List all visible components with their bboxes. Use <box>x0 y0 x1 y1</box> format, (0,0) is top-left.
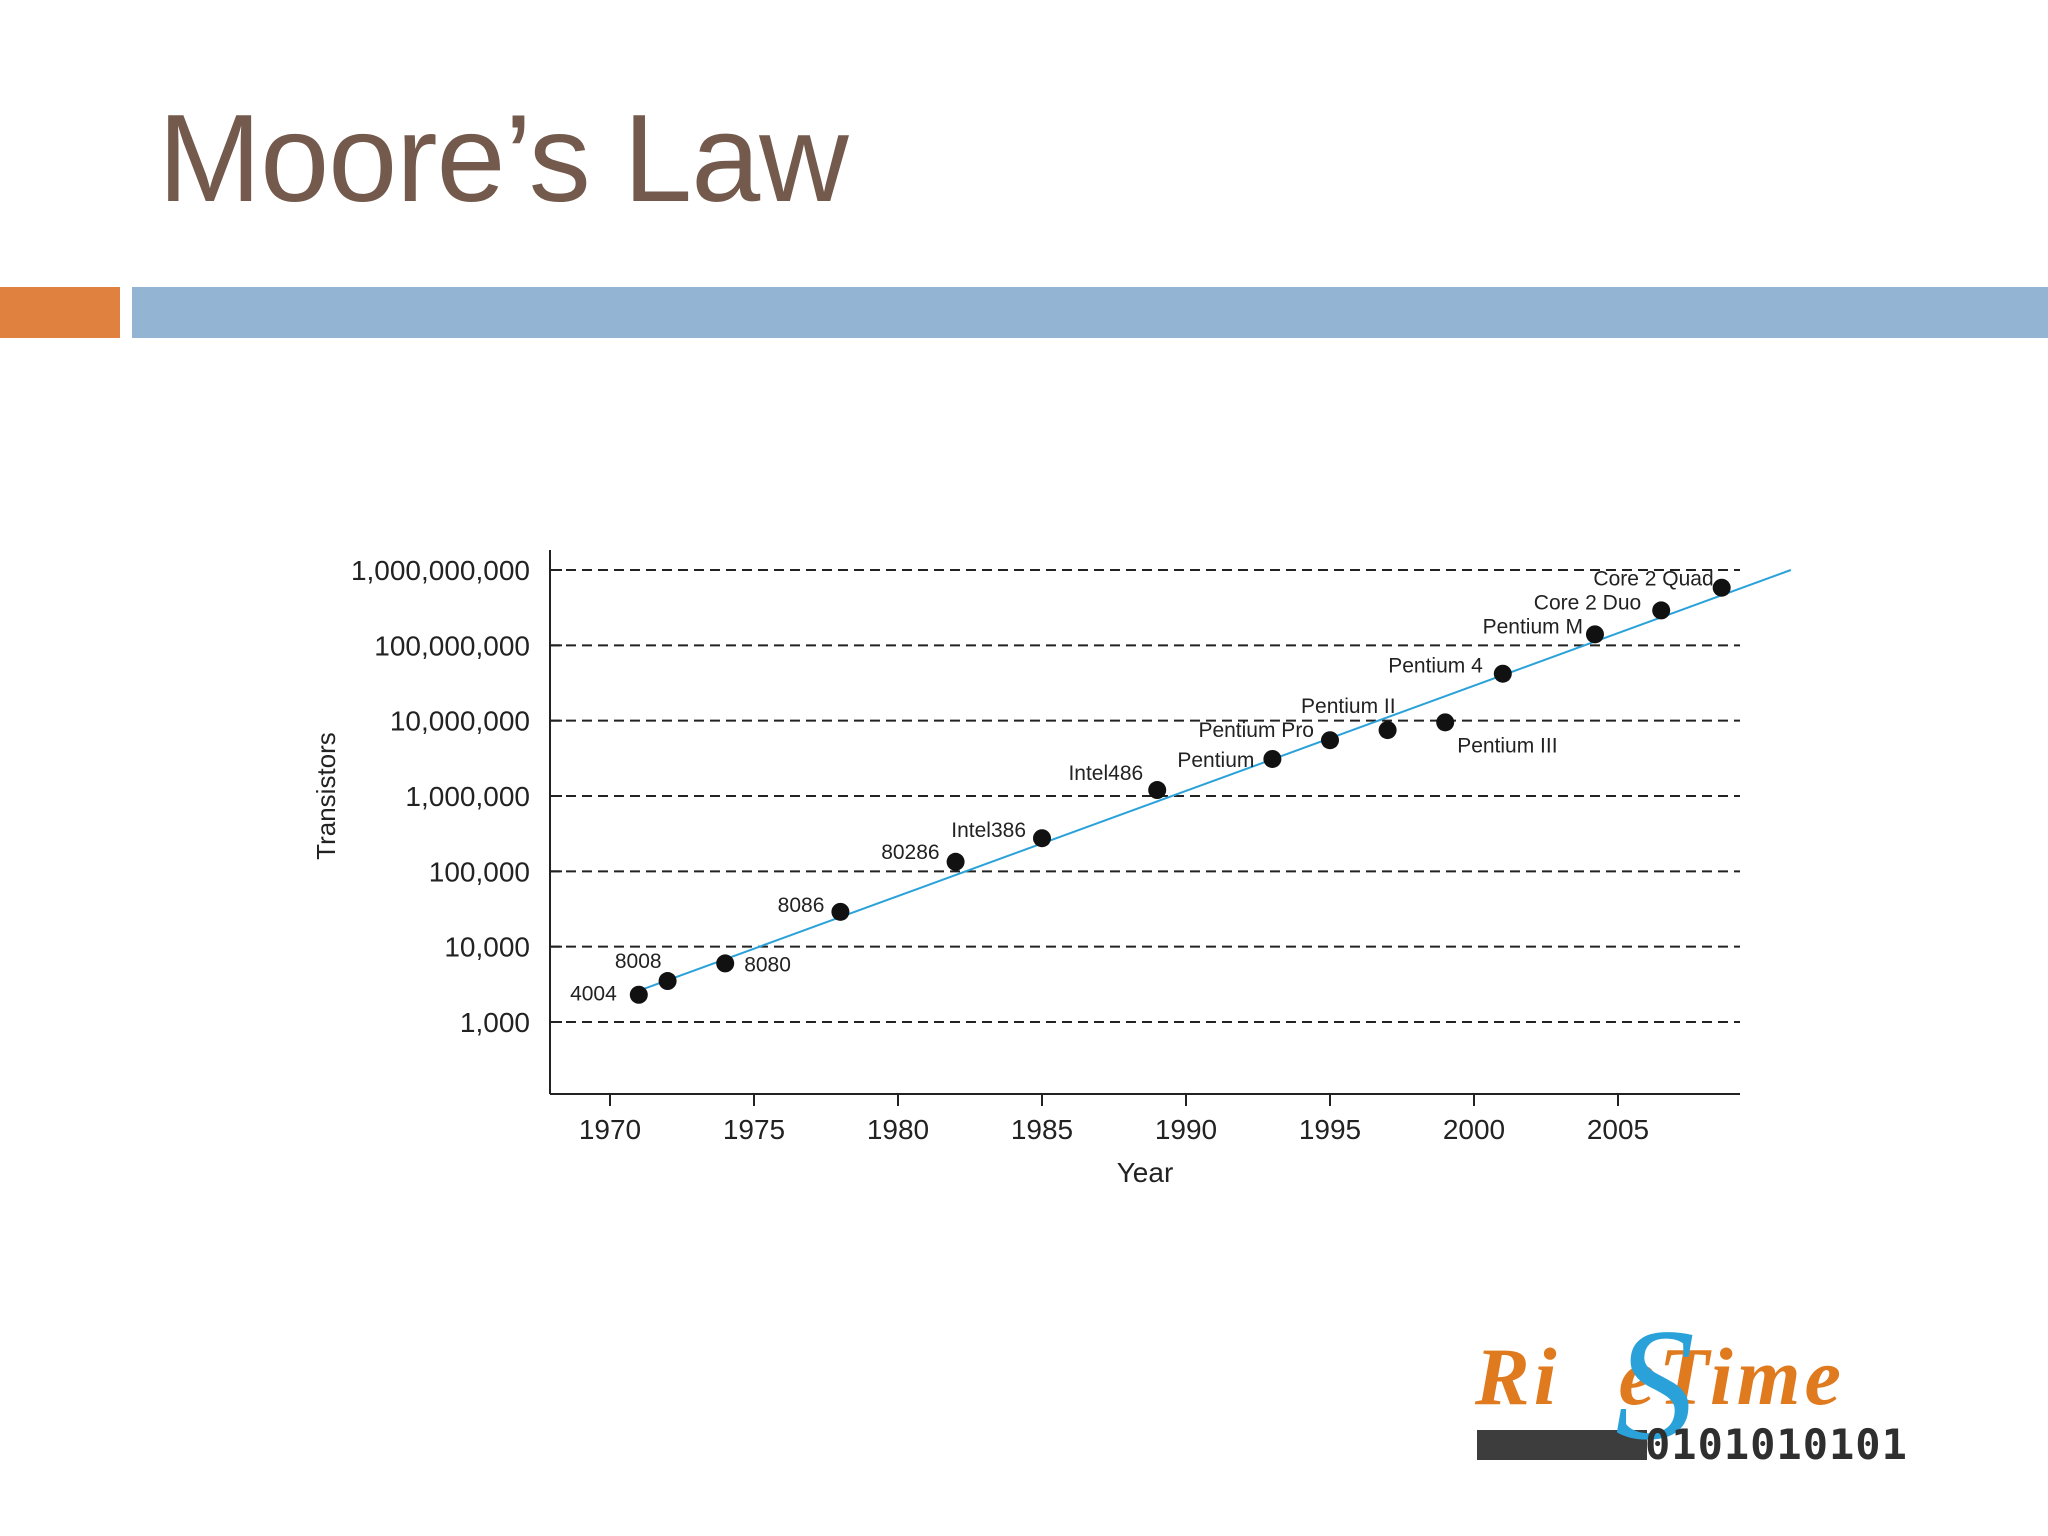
data-point-label: Core 2 Duo <box>1534 591 1641 614</box>
data-point <box>1436 713 1455 732</box>
data-point <box>1033 829 1051 848</box>
x-tick-label: 1995 <box>1299 1114 1361 1145</box>
data-point-label: Pentium II <box>1301 695 1396 718</box>
data-point <box>629 985 648 1004</box>
y-tick-label: 10,000 <box>444 932 530 963</box>
x-tick-label: 1985 <box>1011 1114 1073 1145</box>
trendline-group <box>638 569 1792 992</box>
y-tick-label: 10,000,000 <box>390 706 530 737</box>
y-axis-label: Transistors <box>311 732 341 860</box>
data-point <box>716 954 735 973</box>
data-point-label: Pentium III <box>1457 734 1557 757</box>
data-point <box>658 972 677 991</box>
data-point-label: Pentium Pro <box>1198 719 1314 742</box>
data-point <box>1321 731 1339 750</box>
data-point-label: Pentium <box>1177 749 1254 772</box>
data-point-label: Core 2 Quad <box>1593 568 1713 591</box>
chart-grid <box>550 569 1740 1023</box>
logo-word-start: Ri <box>1475 1331 1561 1422</box>
accent-bar-orange <box>0 287 120 338</box>
y-tick-label: 1,000,000 <box>405 781 530 812</box>
x-axis-label: Year <box>1117 1157 1174 1188</box>
data-point <box>1263 749 1282 768</box>
data-point <box>831 902 850 921</box>
data-point-label: 80286 <box>881 841 939 864</box>
accent-bar-blue <box>132 287 2048 338</box>
data-point <box>1652 601 1671 620</box>
data-point-label: Intel486 <box>1068 762 1143 785</box>
x-tick-label: 1975 <box>723 1114 785 1145</box>
data-point <box>1148 781 1167 800</box>
x-tick-label: 1980 <box>867 1114 929 1145</box>
data-point <box>1585 625 1604 644</box>
x-tick-label: 2005 <box>1587 1114 1649 1145</box>
logo-word-end: eTime <box>1618 1331 1845 1422</box>
data-point <box>1493 664 1512 683</box>
data-point-label: 8080 <box>744 953 791 976</box>
data-point-label: Intel386 <box>951 819 1026 842</box>
data-point <box>1378 721 1397 740</box>
data-points: 4004 8008 8080 8086 80286 Intel386 Intel486 Pen… <box>570 568 1731 1006</box>
y-tick-label: 100,000 <box>429 856 530 887</box>
logo-wordmark: Ri eTime <box>1475 1330 1845 1424</box>
y-tick-label: 1,000 <box>460 1007 530 1038</box>
y-axis-ticks: 1,000 10,000 100,000 1,000,000 10,000,000 100… <box>351 555 562 1038</box>
data-point-label: Pentium 4 <box>1388 655 1483 678</box>
risetime-logo: Ri eTime S 0101010101 <box>1475 1304 1915 1470</box>
y-tick-label: 1,000,000,000 <box>351 555 530 586</box>
data-point <box>946 852 965 871</box>
data-point-label: 4004 <box>570 983 617 1006</box>
data-point-label: 8086 <box>778 894 825 917</box>
x-tick-label: 1970 <box>579 1114 641 1145</box>
data-point-label: 8008 <box>615 950 662 973</box>
data-point <box>1712 578 1731 597</box>
x-axis-ticks: 1970 1975 1980 1985 1990 1995 2000 2005 <box>579 1094 1649 1145</box>
logo-s-glyph: S <box>1615 1295 1695 1473</box>
logo-bar <box>1477 1430 1647 1460</box>
y-tick-label: 100,000,000 <box>374 630 530 661</box>
x-tick-label: 1990 <box>1155 1114 1217 1145</box>
data-point-label: Pentium M <box>1483 615 1583 638</box>
slide-title: Moore’s Law <box>158 90 849 228</box>
x-tick-label: 2000 <box>1443 1114 1505 1145</box>
logo-binary: 0101010101 <box>1645 1420 1908 1469</box>
chart-axes <box>549 550 1740 1095</box>
trendline <box>638 569 1792 992</box>
